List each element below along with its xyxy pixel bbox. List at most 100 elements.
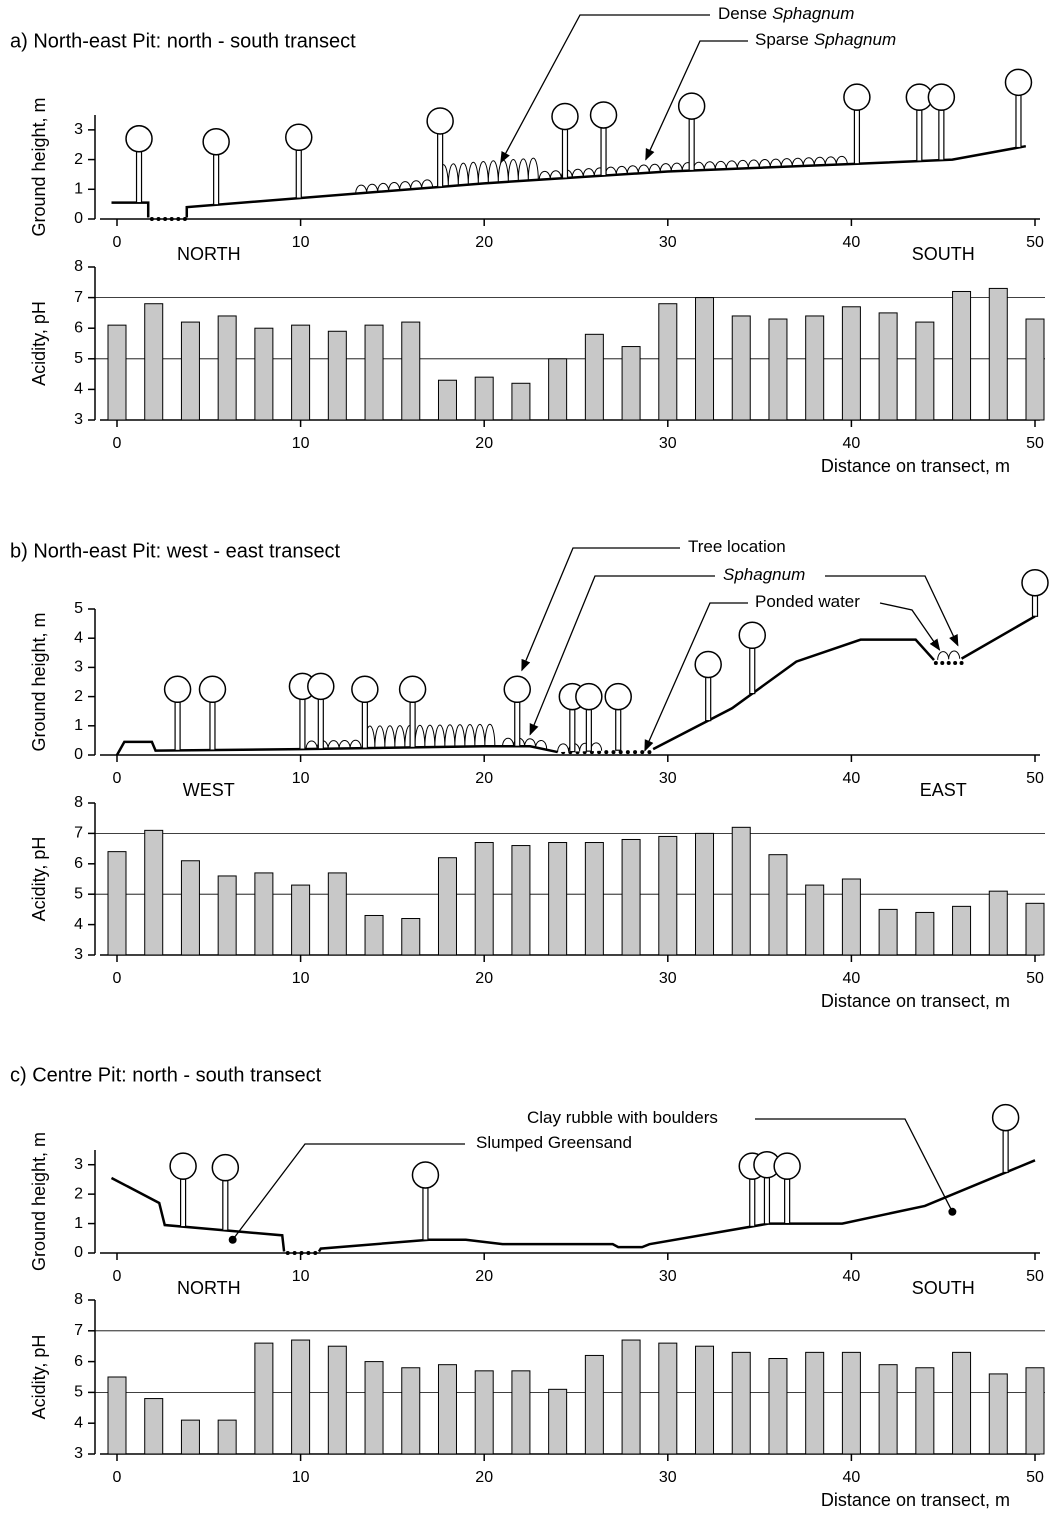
tree-crown	[844, 84, 870, 110]
tree	[412, 1162, 438, 1240]
tree-stem	[362, 702, 367, 748]
water-dot	[183, 217, 187, 221]
tree-stem	[939, 110, 944, 160]
y-tick-label: 0	[74, 210, 83, 227]
tree-crown	[928, 84, 954, 110]
tree-crown	[774, 1153, 800, 1179]
bar	[953, 906, 971, 955]
region-label: SOUTH	[912, 244, 975, 264]
x-tick-label: 10	[292, 234, 310, 251]
x-tick-label: 10	[292, 970, 310, 987]
x-tick-label: 0	[113, 970, 122, 987]
bar	[732, 827, 750, 955]
bar	[108, 1377, 126, 1454]
y-tick-label: 1	[74, 1215, 83, 1232]
bar	[696, 833, 714, 955]
tree-stem	[750, 1179, 755, 1226]
y-tick-label: 4	[74, 1414, 83, 1431]
annotation-text: Slumped Greensand	[476, 1133, 632, 1152]
water-dot	[633, 750, 637, 754]
bar	[916, 322, 934, 420]
bar	[769, 1359, 787, 1454]
tree-crown	[308, 673, 334, 699]
bar	[806, 1352, 824, 1454]
bar	[475, 1371, 493, 1454]
water-dot	[960, 661, 964, 665]
tree-crown	[679, 93, 705, 119]
region-label: EAST	[920, 780, 967, 800]
y-axis-label: Ground height, m	[29, 612, 49, 751]
bar	[879, 1365, 897, 1454]
x-tick-label: 50	[1026, 234, 1044, 251]
bar	[842, 879, 860, 955]
bar	[696, 1346, 714, 1454]
x-tick-label: 20	[475, 770, 493, 787]
region-label: NORTH	[177, 1278, 241, 1298]
annotation-dot	[229, 1236, 237, 1244]
y-tick-label: 8	[74, 258, 83, 275]
bar	[806, 316, 824, 420]
y-tick-label: 5	[74, 1384, 83, 1401]
x-tick-label: 10	[292, 435, 310, 452]
y-tick-label: 4	[74, 629, 83, 646]
tree	[844, 84, 870, 164]
x-tick-label: 10	[292, 1469, 310, 1486]
annotation-leader	[522, 548, 680, 670]
x-tick-label: 30	[659, 1469, 677, 1486]
bar	[218, 316, 236, 420]
tree-stem	[1033, 596, 1038, 617]
bar	[842, 307, 860, 420]
bar	[438, 858, 456, 955]
bar	[108, 325, 126, 420]
tree-crown	[165, 676, 191, 702]
water-dot	[163, 217, 167, 221]
y-tick-label: 6	[74, 1353, 83, 1370]
tree-stem	[706, 677, 711, 720]
bar	[732, 316, 750, 420]
water-dot	[626, 750, 630, 754]
tree-stem	[750, 648, 755, 693]
tree-crown	[695, 651, 721, 677]
annotation-label: Clay rubble with boulders	[527, 1108, 718, 1127]
y-tick-label: 5	[74, 600, 83, 617]
water-dot	[293, 1251, 297, 1255]
tree	[170, 1153, 196, 1226]
tree-stem	[137, 152, 142, 203]
bar	[145, 830, 163, 955]
bar	[475, 843, 493, 955]
panel-title: c) Centre Pit: north - south transect	[10, 1064, 322, 1086]
bar	[145, 304, 163, 420]
bar	[181, 1420, 199, 1454]
annotation-text: Clay rubble with boulders	[527, 1108, 718, 1127]
tree-stem	[300, 699, 305, 749]
x-axis-label: Distance on transect, m	[821, 456, 1010, 476]
tree	[695, 651, 721, 720]
x-tick-label: 50	[1026, 1469, 1044, 1486]
annotation-text: Ponded water	[755, 592, 860, 611]
bar	[145, 1399, 163, 1454]
y-tick-label: 6	[74, 855, 83, 872]
y-tick-label: 3	[74, 1156, 83, 1173]
tree-crown	[203, 129, 229, 155]
bar	[696, 298, 714, 420]
tree-stem	[917, 110, 922, 161]
annotation-label: Sphagnum	[723, 565, 805, 584]
bar	[365, 325, 383, 420]
x-tick-label: 20	[475, 1469, 493, 1486]
bar	[365, 1362, 383, 1454]
bar	[916, 912, 934, 955]
tree	[308, 673, 334, 748]
y-tick-label: 7	[74, 1322, 83, 1339]
bar	[365, 915, 383, 955]
y-axis-label: Ground height, m	[29, 97, 49, 236]
annotation-text: Sphagnum	[772, 4, 854, 23]
tree-stem	[318, 699, 323, 748]
y-tick-label: 8	[74, 1291, 83, 1308]
tree	[126, 126, 152, 203]
tree-crown	[552, 103, 578, 129]
tree-crown	[591, 102, 617, 128]
x-tick-label: 40	[843, 435, 861, 452]
bar	[989, 891, 1007, 955]
x-axis-label: Distance on transect, m	[821, 1490, 1010, 1510]
tree-crown	[126, 126, 152, 152]
